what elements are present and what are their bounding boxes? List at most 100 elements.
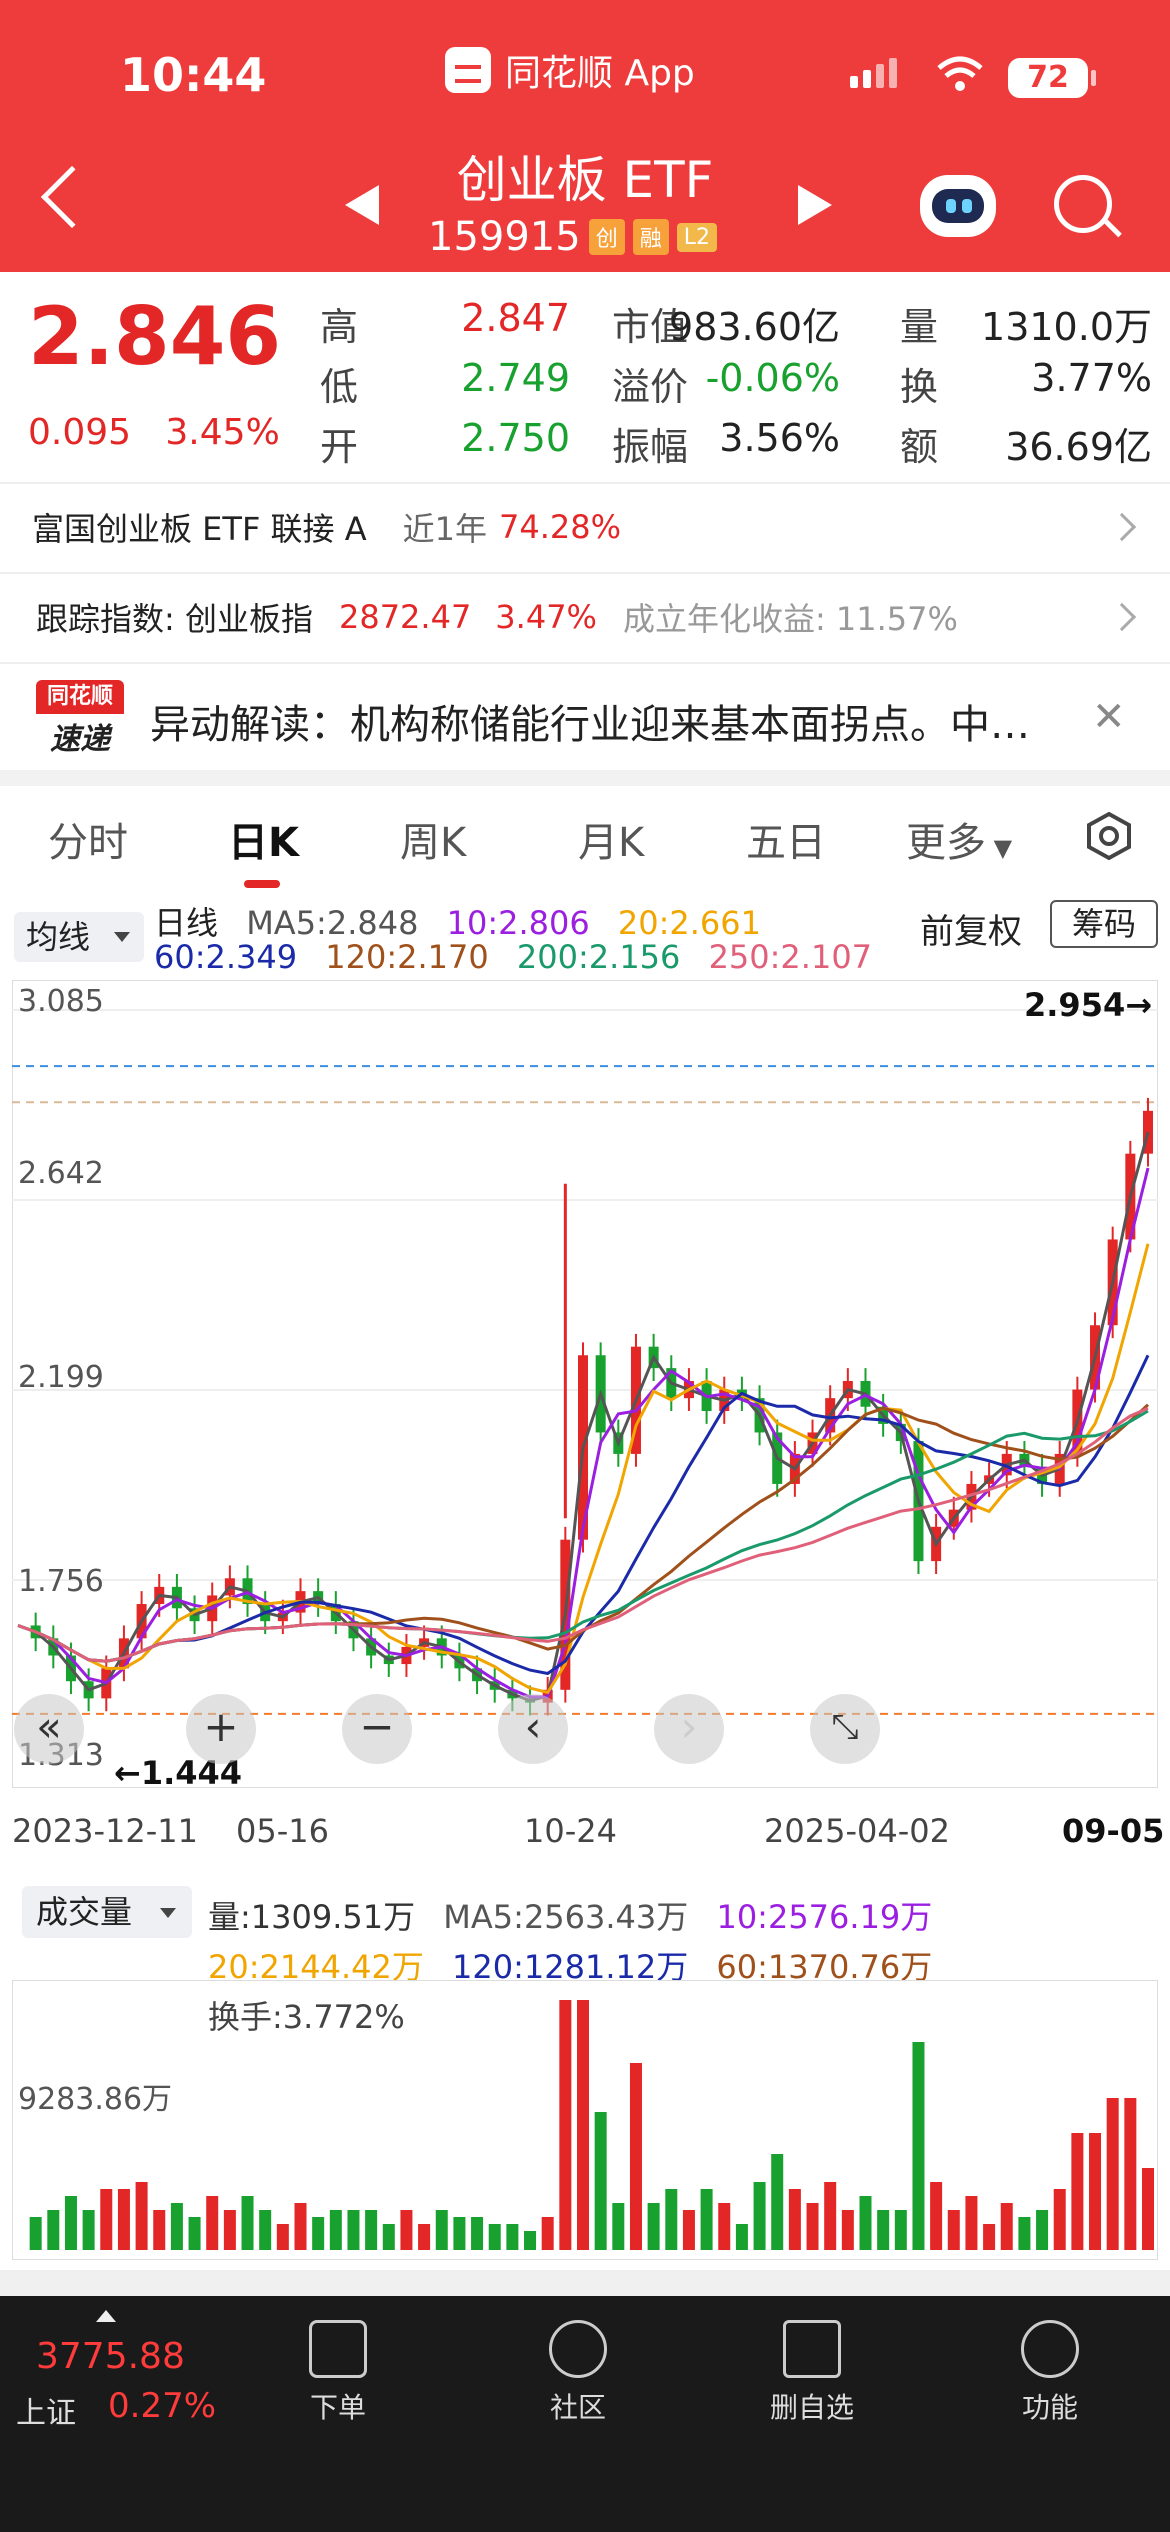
ma-line: [17, 1406, 1149, 1663]
nav-order-label: 下单: [309, 2391, 366, 2424]
tab-monthly-k[interactable]: 月K: [578, 820, 645, 866]
ma5-value: MA5:2.848: [246, 904, 419, 942]
close-icon[interactable]: ✕: [1092, 694, 1126, 740]
volume-bar: [259, 2210, 272, 2250]
nav-order[interactable]: 下单: [268, 2310, 408, 2426]
signal-icon: [850, 58, 897, 88]
tab-five-day[interactable]: 五日: [746, 820, 826, 866]
volume-bar: [877, 2210, 890, 2250]
tab-daily-k[interactable]: 日K: [228, 820, 299, 866]
volume-bar: [594, 2112, 607, 2250]
news-headline[interactable]: 异动解读：机构称储能行业迎来基本面拐点。中…: [150, 702, 1030, 748]
rewind-icon[interactable]: «: [14, 1694, 84, 1764]
volume-bar: [1000, 2203, 1013, 2250]
y-tick: 2.642: [18, 1156, 104, 1191]
volume-bar: [100, 2189, 113, 2250]
robot-eye: [962, 199, 972, 213]
tab-weekly-k[interactable]: 周K: [400, 820, 467, 866]
expand-up-icon[interactable]: [96, 2310, 116, 2322]
volume-chart[interactable]: [11, 1979, 1159, 2261]
volume-bar: [541, 2217, 554, 2250]
tracking-index-label: 跟踪指数: 创业板指: [36, 600, 313, 638]
chip-button[interactable]: 筹码: [1050, 900, 1158, 948]
minus-box-icon: [783, 2320, 841, 2378]
volume-bar: [841, 2210, 854, 2250]
nav-community[interactable]: 社区: [508, 2310, 648, 2426]
quote-field-label: 溢价: [612, 365, 689, 409]
volume-bar: [47, 2210, 60, 2250]
volume-bar: [559, 2000, 572, 2250]
wifi-icon: [937, 56, 983, 91]
battery-icon: 72: [1008, 58, 1096, 98]
volume-bar: [771, 2154, 784, 2250]
volume-ma10: 10:2576.19万: [716, 1898, 933, 1936]
news-logo: 同花顺 速递: [36, 680, 124, 757]
x-tick: 10-24: [524, 1812, 617, 1850]
quote-field-value: 983.60亿: [669, 305, 840, 349]
volume-bar: [64, 2196, 77, 2250]
next-stock-icon[interactable]: [798, 185, 832, 225]
status-time: 10:44: [120, 48, 267, 102]
kline-chart[interactable]: [12, 980, 1158, 1788]
volume-bar: [965, 2196, 978, 2250]
scroll-left-icon[interactable]: ‹: [498, 1694, 568, 1764]
index-value[interactable]: 3775.88: [36, 2336, 185, 2377]
volume-bar: [206, 2196, 219, 2250]
quote-field-value: -0.06%: [705, 356, 840, 400]
volume-bar: [153, 2210, 166, 2250]
section-divider: [0, 2270, 1170, 2296]
tag-chuang: 创: [588, 219, 625, 255]
volume-svg: [11, 1979, 1159, 2261]
x-tick: 09-05: [1062, 1812, 1165, 1850]
tab-more-label: 更多: [906, 820, 986, 866]
active-tab-indicator: [244, 880, 280, 888]
volume-bar: [859, 2196, 872, 2250]
settings-hex-icon[interactable]: [1083, 810, 1135, 862]
zoom-in-icon[interactable]: +: [186, 1694, 256, 1764]
ma-selector[interactable]: 均线: [14, 912, 144, 962]
volume-bar: [276, 2224, 289, 2250]
search-icon[interactable]: [1054, 175, 1112, 233]
prev-stock-icon[interactable]: [345, 185, 379, 225]
fullscreen-icon[interactable]: ⤡: [810, 1694, 880, 1764]
tab-intraday[interactable]: 分时: [48, 820, 128, 866]
tab-more[interactable]: 更多 ▼: [906, 810, 1012, 868]
quote-field-label: 高: [320, 305, 359, 349]
volume-bar: [1071, 2133, 1084, 2250]
price-change: 0.095 3.45%: [28, 412, 280, 453]
volume-bar: [418, 2224, 431, 2250]
adjust-mode[interactable]: 前复权: [920, 912, 1022, 952]
ma-legend-line1: 日线 MA5:2.848 10:2.806 20:2.661: [154, 898, 779, 944]
ma200-value: 200:2.156: [516, 938, 681, 976]
scroll-right-icon[interactable]: ›: [654, 1694, 724, 1764]
volume-bar: [735, 2224, 748, 2250]
quote-field-label: 开: [320, 425, 359, 469]
volume-bar: [930, 2182, 943, 2250]
back-icon[interactable]: [40, 165, 104, 229]
assistant-robot-icon[interactable]: [920, 175, 996, 237]
zoom-out-icon[interactable]: −: [342, 1694, 412, 1764]
x-tick: 2025-04-02: [764, 1812, 950, 1850]
tracking-index-row[interactable]: 跟踪指数: 创业板指 2872.47 3.47% 成立年化收益: 11.57%: [0, 572, 1170, 662]
volume-bar: [347, 2210, 360, 2250]
volume-bar: [524, 2231, 537, 2250]
volume-bar: [788, 2189, 801, 2250]
nav-functions[interactable]: 功能: [980, 2310, 1120, 2426]
y-tick: 2.199: [18, 1360, 104, 1395]
nav-remove-watchlist[interactable]: 删自选: [742, 2310, 882, 2426]
volume-bar: [82, 2210, 95, 2250]
ma-line: [17, 1131, 1150, 1703]
quote-field-value: 3.77%: [1031, 356, 1152, 400]
volume-bar: [612, 2203, 625, 2250]
volume-selector[interactable]: 成交量: [22, 1886, 192, 1938]
quote-field-value: 36.69亿: [1005, 425, 1152, 469]
linked-fund-row[interactable]: 富国创业板 ETF 联接 A 近1年 74.28%: [0, 482, 1170, 572]
volume-ma5: MA5:2563.43万: [443, 1898, 689, 1936]
volume-legend-line1: 量:1309.51万 MA5:2563.43万 10:2576.19万: [208, 1892, 950, 1938]
stock-name: 创业板 ETF: [456, 151, 714, 209]
ma20-value: 20:2.661: [617, 904, 761, 942]
caret-down-icon: ▼: [986, 834, 1013, 862]
bottom-bar: 3775.88 上证 0.27% 下单 社区 删自选 功能: [0, 2296, 1170, 2532]
volume-bar: [1089, 2133, 1102, 2250]
volume-bar: [806, 2203, 819, 2250]
